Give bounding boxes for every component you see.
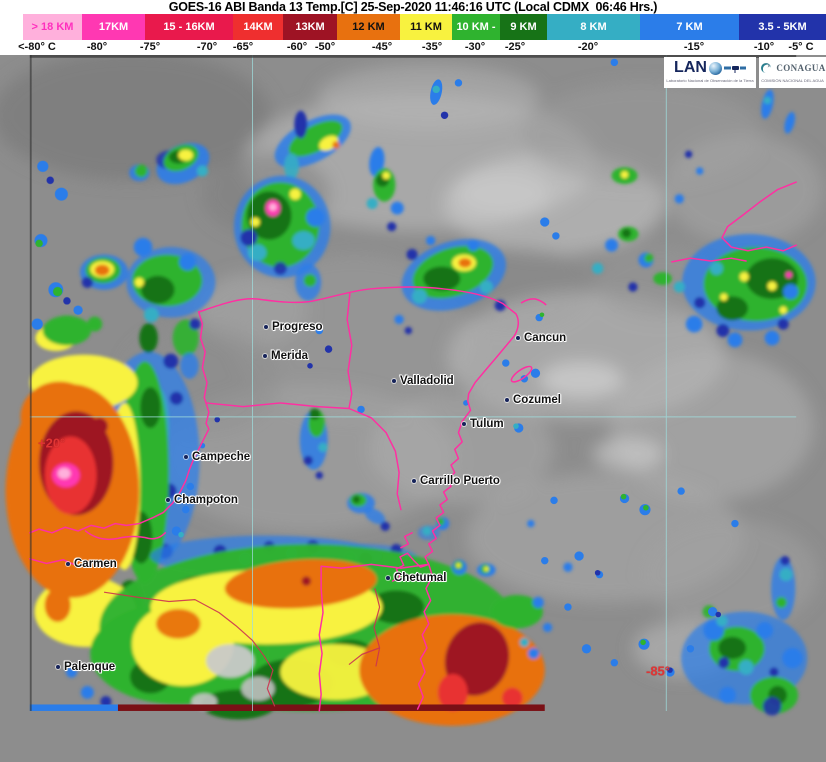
scale-segment: 17KM: [82, 14, 145, 40]
temperature-tick: -45°: [371, 41, 393, 53]
coastline-borders: [29, 181, 797, 712]
city-name: Cancun: [524, 332, 567, 344]
altitude-color-scale: > 18 KM 17KM 15 - 16KM 14KM 13KM 12 KM 11 KM 10…: [0, 14, 826, 40]
city-label: Campeche: [184, 451, 251, 463]
city-label: Merida: [263, 350, 309, 362]
conagua-logo-text: CONAGUA: [776, 63, 826, 73]
temperature-tick: -30°: [464, 41, 486, 53]
city-marker-dot: [264, 325, 268, 329]
city-marker-dot: [412, 479, 416, 483]
convection-clouds: [5, 89, 816, 726]
state-border-lines: [103, 588, 381, 707]
temperature-tick: -10°: [753, 41, 775, 53]
satellite-icon: [723, 66, 746, 73]
scale-segment: 10 KM -: [452, 14, 500, 40]
lanot-logo-subtext: Laboratorio Nacional de Observación de l…: [666, 79, 754, 83]
satellite-cloud-imagery: [0, 55, 824, 726]
map-left-edge: [29, 55, 32, 711]
image-title: GOES-16 ABI Banda 13 Temp.[C] 25-Sep-202…: [0, 0, 826, 14]
scale-segment: 15 - 16KM: [145, 14, 233, 40]
city-label: Carmen: [66, 558, 117, 570]
city-marker-dot: [66, 562, 70, 566]
scale-segment: 9 KM: [500, 14, 547, 40]
temperature-tick: -20°: [577, 41, 599, 53]
map-top-edge: [29, 55, 797, 58]
city-marker-dot: [505, 398, 509, 402]
conagua-logo-subtext: COMISIÓN NACIONAL DEL AGUA: [761, 79, 824, 83]
scale-segment: 12 KM: [337, 14, 400, 40]
city-marker-dot: [184, 455, 188, 459]
city-name: Palenque: [64, 661, 116, 673]
city-name: Cozumel: [513, 394, 561, 406]
temperature-tick: -25°: [504, 41, 526, 53]
city-label: Champoton: [166, 494, 238, 506]
cloud-specks: [31, 58, 739, 677]
city-name: Merida: [271, 350, 309, 362]
city-marker-dot: [516, 336, 520, 340]
city-label: Progreso: [264, 321, 323, 333]
city-name: Champoton: [174, 494, 238, 506]
image-bottom-edge: [29, 704, 545, 711]
city-label: Tulum: [462, 418, 504, 430]
latitude-label: +20°: [38, 435, 66, 451]
city-name: Carrillo Puerto: [420, 475, 500, 487]
city-marker-dot: [56, 665, 60, 669]
temperature-tick: -5° C: [788, 41, 814, 53]
city-marker-dot: [386, 576, 390, 580]
city-name: Chetumal: [394, 572, 447, 584]
temperature-tick: -50°: [314, 41, 336, 53]
lanot-logo: LAN Laboratorio Nacional de Observación …: [664, 57, 756, 88]
temperature-tick: <-80° C: [18, 41, 56, 53]
lanot-logo-text: LAN: [674, 59, 707, 76]
globe-icon: [708, 61, 722, 75]
temperature-tick: -65°: [232, 41, 254, 53]
temperature-tick: -15°: [683, 41, 705, 53]
scale-segment: 11 KM: [400, 14, 452, 40]
scale-left-margin: [0, 14, 23, 40]
city-marker-dot: [462, 422, 466, 426]
city-name: Progreso: [272, 321, 323, 333]
temperature-tick: -35°: [421, 41, 443, 53]
temperature-tick-row: <-80° C -80° -75° -70° -65° -60° -50° -45° -35° -…: [0, 40, 826, 55]
scale-segment: 14KM: [233, 14, 283, 40]
temperature-tick: -60°: [286, 41, 308, 53]
scale-segment: > 18 KM: [23, 14, 82, 40]
city-name: Campeche: [192, 451, 251, 463]
scale-segment: 8 KM: [547, 14, 640, 40]
conagua-logo: CONAGUA COMISIÓN NACIONAL DEL AGUA: [759, 57, 826, 88]
city-label: Chetumal: [386, 572, 447, 584]
city-name: Carmen: [74, 558, 117, 570]
temperature-tick: -80°: [86, 41, 108, 53]
scale-segment: 7 KM: [640, 14, 739, 40]
city-label: Valladolid: [392, 375, 454, 387]
city-marker-dot: [166, 498, 170, 502]
city-label: Cancun: [516, 332, 567, 344]
city-name: Valladolid: [400, 375, 454, 387]
city-marker-dot: [392, 379, 396, 383]
city-label: Carrillo Puerto: [412, 475, 500, 487]
city-name: Tulum: [470, 418, 504, 430]
scale-segment: 13KM: [283, 14, 337, 40]
city-label: Cozumel: [505, 394, 561, 406]
longitude-label: -85°: [646, 663, 670, 679]
city-label: Palenque: [56, 661, 116, 673]
city-marker-dot: [263, 354, 267, 358]
temperature-tick: -75°: [139, 41, 161, 53]
scale-segment: 3.5 - 5KM: [739, 14, 826, 40]
satellite-map: +20° -85° Progreso Merida Valladolid Cancun…: [0, 55, 826, 762]
conagua-swirl-icon: [761, 63, 772, 73]
graticule-lines: [29, 55, 797, 711]
temperature-tick: -70°: [196, 41, 218, 53]
